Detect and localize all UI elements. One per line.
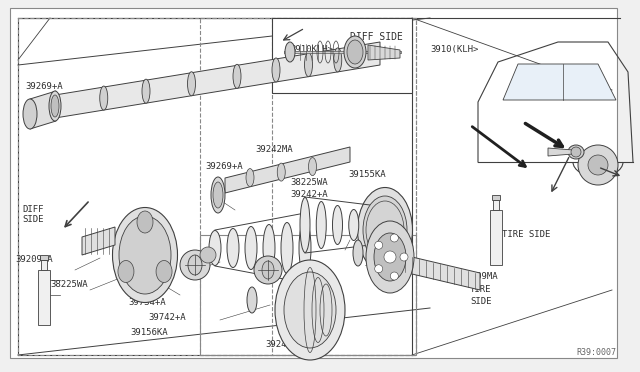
Ellipse shape: [247, 287, 257, 313]
Text: 39242MA: 39242MA: [265, 340, 303, 349]
Ellipse shape: [344, 36, 366, 68]
Ellipse shape: [374, 233, 406, 281]
Ellipse shape: [227, 228, 239, 267]
Ellipse shape: [213, 182, 223, 208]
Ellipse shape: [263, 224, 275, 272]
Circle shape: [180, 250, 210, 280]
Text: 39156KA: 39156KA: [130, 328, 168, 337]
Ellipse shape: [188, 72, 195, 96]
Ellipse shape: [245, 227, 257, 269]
Polygon shape: [225, 147, 350, 193]
Text: 3910KLH>: 3910KLH>: [290, 45, 333, 54]
Ellipse shape: [262, 261, 274, 279]
Ellipse shape: [188, 255, 202, 275]
Text: 39209MA: 39209MA: [460, 272, 498, 281]
Ellipse shape: [246, 169, 254, 187]
Polygon shape: [30, 91, 56, 129]
Text: 39209+A: 39209+A: [15, 255, 52, 264]
Ellipse shape: [118, 260, 134, 282]
Polygon shape: [82, 227, 115, 255]
Ellipse shape: [308, 158, 317, 176]
Ellipse shape: [333, 205, 342, 244]
Ellipse shape: [568, 145, 584, 159]
Ellipse shape: [299, 221, 311, 276]
Text: DIFF: DIFF: [22, 205, 44, 214]
Circle shape: [384, 251, 396, 263]
Polygon shape: [55, 42, 380, 118]
Ellipse shape: [137, 211, 153, 233]
Text: 39269+A: 39269+A: [25, 82, 63, 91]
Ellipse shape: [305, 53, 312, 77]
Text: 38225WA: 38225WA: [50, 280, 88, 289]
Ellipse shape: [285, 42, 295, 62]
Circle shape: [390, 234, 398, 242]
Polygon shape: [38, 270, 50, 325]
Polygon shape: [368, 45, 400, 60]
Ellipse shape: [333, 48, 342, 72]
Circle shape: [578, 145, 618, 185]
Circle shape: [588, 155, 608, 175]
Ellipse shape: [316, 202, 326, 248]
Polygon shape: [41, 260, 47, 270]
Polygon shape: [493, 200, 499, 210]
Ellipse shape: [100, 86, 108, 110]
Polygon shape: [395, 253, 480, 290]
Text: 39742+A: 39742+A: [148, 313, 186, 322]
Text: SIDE: SIDE: [470, 297, 492, 306]
Text: 39242MA: 39242MA: [255, 145, 292, 154]
Text: R39:0007: R39:0007: [576, 348, 616, 357]
Bar: [200, 235, 416, 355]
Text: TIRE SIDE: TIRE SIDE: [502, 230, 550, 239]
Ellipse shape: [275, 260, 345, 360]
Ellipse shape: [51, 95, 59, 117]
Ellipse shape: [366, 221, 414, 293]
Ellipse shape: [272, 58, 280, 82]
Circle shape: [571, 147, 581, 157]
Ellipse shape: [365, 214, 375, 237]
Text: 39269+A: 39269+A: [205, 162, 243, 171]
Ellipse shape: [363, 196, 407, 264]
Circle shape: [390, 272, 398, 280]
Ellipse shape: [353, 240, 363, 266]
Circle shape: [400, 253, 408, 261]
Circle shape: [374, 265, 383, 273]
Text: 3910(KLH>: 3910(KLH>: [430, 45, 478, 54]
Ellipse shape: [119, 216, 171, 294]
Polygon shape: [503, 64, 616, 100]
Text: TIRE: TIRE: [470, 285, 492, 294]
Polygon shape: [40, 255, 48, 260]
Ellipse shape: [156, 260, 172, 282]
Polygon shape: [490, 210, 502, 265]
Text: 38225WA: 38225WA: [290, 178, 328, 187]
Bar: [272, 18, 412, 93]
Ellipse shape: [211, 177, 225, 213]
Ellipse shape: [142, 79, 150, 103]
Ellipse shape: [358, 187, 413, 273]
Ellipse shape: [300, 198, 310, 253]
Ellipse shape: [281, 222, 293, 273]
Ellipse shape: [277, 163, 285, 181]
Ellipse shape: [349, 209, 359, 241]
Text: DIFF SIDE: DIFF SIDE: [350, 32, 403, 42]
Ellipse shape: [23, 99, 37, 129]
Ellipse shape: [284, 272, 336, 348]
Ellipse shape: [233, 64, 241, 88]
Ellipse shape: [113, 208, 177, 302]
Text: 39242+A: 39242+A: [290, 190, 328, 199]
Text: 39234+A: 39234+A: [368, 208, 406, 217]
Circle shape: [254, 256, 282, 284]
Ellipse shape: [49, 91, 61, 121]
Ellipse shape: [347, 40, 363, 64]
Polygon shape: [548, 148, 573, 156]
Circle shape: [200, 247, 216, 263]
Text: 39155KA: 39155KA: [348, 170, 386, 179]
Ellipse shape: [209, 231, 221, 266]
Text: SIDE: SIDE: [22, 215, 44, 224]
Text: 39734+A: 39734+A: [128, 298, 166, 307]
Circle shape: [374, 241, 383, 249]
Polygon shape: [492, 195, 500, 200]
